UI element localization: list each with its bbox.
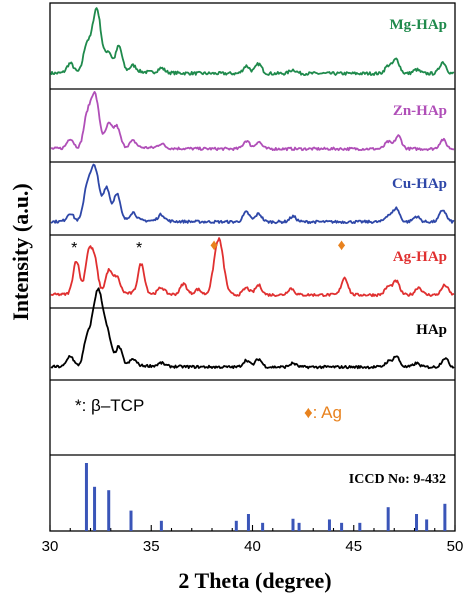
tcp-marker: *: [136, 240, 142, 257]
x-tick-label: 30: [42, 538, 59, 555]
label-hap: HAp: [416, 322, 447, 338]
plot-frame: [49, 2, 456, 532]
y-axis-label: Intensity (a.u.): [8, 183, 33, 321]
label-zn-hap: Zn-HAp: [393, 103, 447, 119]
ag-marker: ♦: [210, 237, 218, 254]
x-axis-label: 2 Theta (degree): [178, 568, 331, 593]
legend-ag: ♦: Ag: [304, 403, 342, 422]
reference-card-label: ICCD No: 9-432: [349, 472, 446, 487]
x-tick-label: 50: [447, 538, 464, 555]
trace-ag-hap: [50, 237, 455, 298]
label-cu-hap: Cu-HAp: [392, 176, 447, 192]
plot-area: 30 35 40 45 50 Mg-HAp Zn-HAp Cu-HAp Ag-HAp HAp * * ♦…: [42, 2, 464, 555]
tcp-marker: *: [71, 240, 77, 257]
label-ag-hap: Ag-HAp: [393, 249, 447, 265]
trace-zn-hap: [50, 91, 455, 152]
trace-hap: [50, 287, 455, 370]
trace-cu-hap: [50, 163, 455, 225]
trace-mg-hap: [50, 7, 455, 76]
legend-tcp: *: β–TCP: [75, 396, 144, 415]
x-tick-label: 40: [244, 538, 261, 555]
x-tick-label: 45: [345, 538, 362, 555]
x-tick-label: 35: [143, 538, 160, 555]
ag-marker: ♦: [338, 237, 346, 254]
label-mg-hap: Mg-HAp: [390, 17, 448, 33]
